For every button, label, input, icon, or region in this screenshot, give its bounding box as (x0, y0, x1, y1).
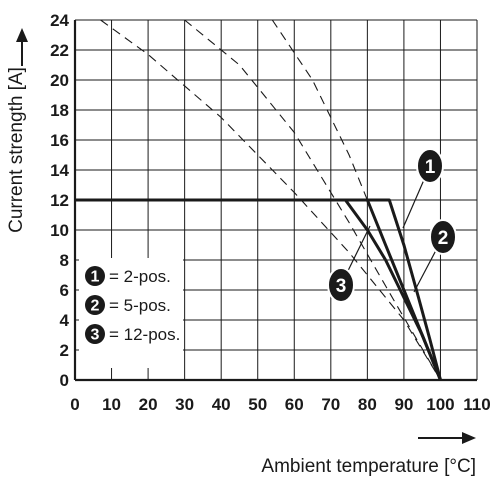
x-tick-label: 80 (358, 395, 377, 414)
legend-marker-icon (85, 324, 105, 344)
x-axis-title: Ambient temperature [°C] (261, 456, 476, 477)
callout-number: 3 (336, 276, 347, 297)
y-tick-label: 6 (60, 281, 69, 300)
dashed-reference-curve (271, 19, 442, 381)
legend-marker-icon (85, 295, 105, 315)
y-tick-label: 22 (50, 41, 69, 60)
legend-label: = 2-pos. (109, 267, 171, 286)
callout-number: 1 (425, 157, 436, 178)
x-tick-label: 40 (212, 395, 231, 414)
x-tick-label: 50 (248, 395, 267, 414)
legend-label: = 12-pos. (109, 325, 180, 344)
callout-marker-icon (429, 219, 457, 255)
y-tick-label: 18 (50, 101, 69, 120)
x-tick-label: 70 (321, 395, 340, 414)
y-tick-label: 24 (50, 11, 69, 30)
callout-2: 2 (413, 219, 457, 293)
y-tick-label: 4 (60, 311, 70, 330)
x-tick-label: 90 (394, 395, 413, 414)
legend-item: 2 = 5-pos. (85, 295, 171, 315)
dashed-reference-curve (184, 19, 441, 381)
x-tick-label: 10 (102, 395, 121, 414)
axes (73, 20, 477, 382)
x-tick-label: 100 (426, 395, 454, 414)
y-tick-label: 8 (60, 251, 69, 270)
x-tick-label: 30 (175, 395, 194, 414)
y-tick-label: 0 (60, 371, 69, 390)
x-tick-label: 110 (463, 395, 490, 414)
y-tick-label: 12 (50, 191, 69, 210)
y-tick-label: 20 (50, 71, 69, 90)
dashed-reference-curve (100, 19, 441, 381)
legend: 1 = 2-pos. 2 = 5-pos. 3 = 12-pos. (79, 258, 183, 368)
x-axis-arrowhead-icon (462, 432, 476, 444)
callout-3: 3 (327, 225, 371, 303)
y-axis-title: Current strength [A] (6, 67, 27, 233)
y-axis-title-group: Current strength [A] (6, 28, 28, 233)
x-tick-label: 0 (70, 395, 79, 414)
tick-labels: 0 10 20 30 40 50 60 70 80 90 100 110024681012141618… (50, 11, 491, 414)
legend-marker-number: 2 (91, 298, 100, 315)
curve-callouts: 1 2 3 (327, 148, 457, 303)
callout-marker-icon (327, 267, 355, 303)
x-tick-label: 20 (139, 395, 158, 414)
callout-number: 2 (438, 228, 449, 249)
y-tick-label: 10 (50, 221, 69, 240)
callout-marker-icon (416, 148, 444, 184)
x-axis-title-group: Ambient temperature [°C] (261, 432, 476, 477)
y-axis-arrowhead-icon (16, 28, 28, 42)
y-tick-label: 14 (50, 161, 69, 180)
callout-1: 1 (402, 148, 444, 229)
legend-marker-number: 1 (91, 269, 100, 286)
x-tick-label: 60 (285, 395, 304, 414)
y-tick-label: 2 (60, 341, 69, 360)
y-tick-label: 16 (50, 131, 69, 150)
legend-label: = 5-pos. (109, 296, 171, 315)
legend-item: 3 = 12-pos. (85, 324, 180, 344)
curves (75, 19, 442, 381)
derating-curve-3 (75, 198, 442, 381)
legend-item: 1 = 2-pos. (85, 266, 171, 286)
legend-marker-number: 3 (91, 327, 100, 344)
legend-marker-icon (85, 266, 105, 286)
